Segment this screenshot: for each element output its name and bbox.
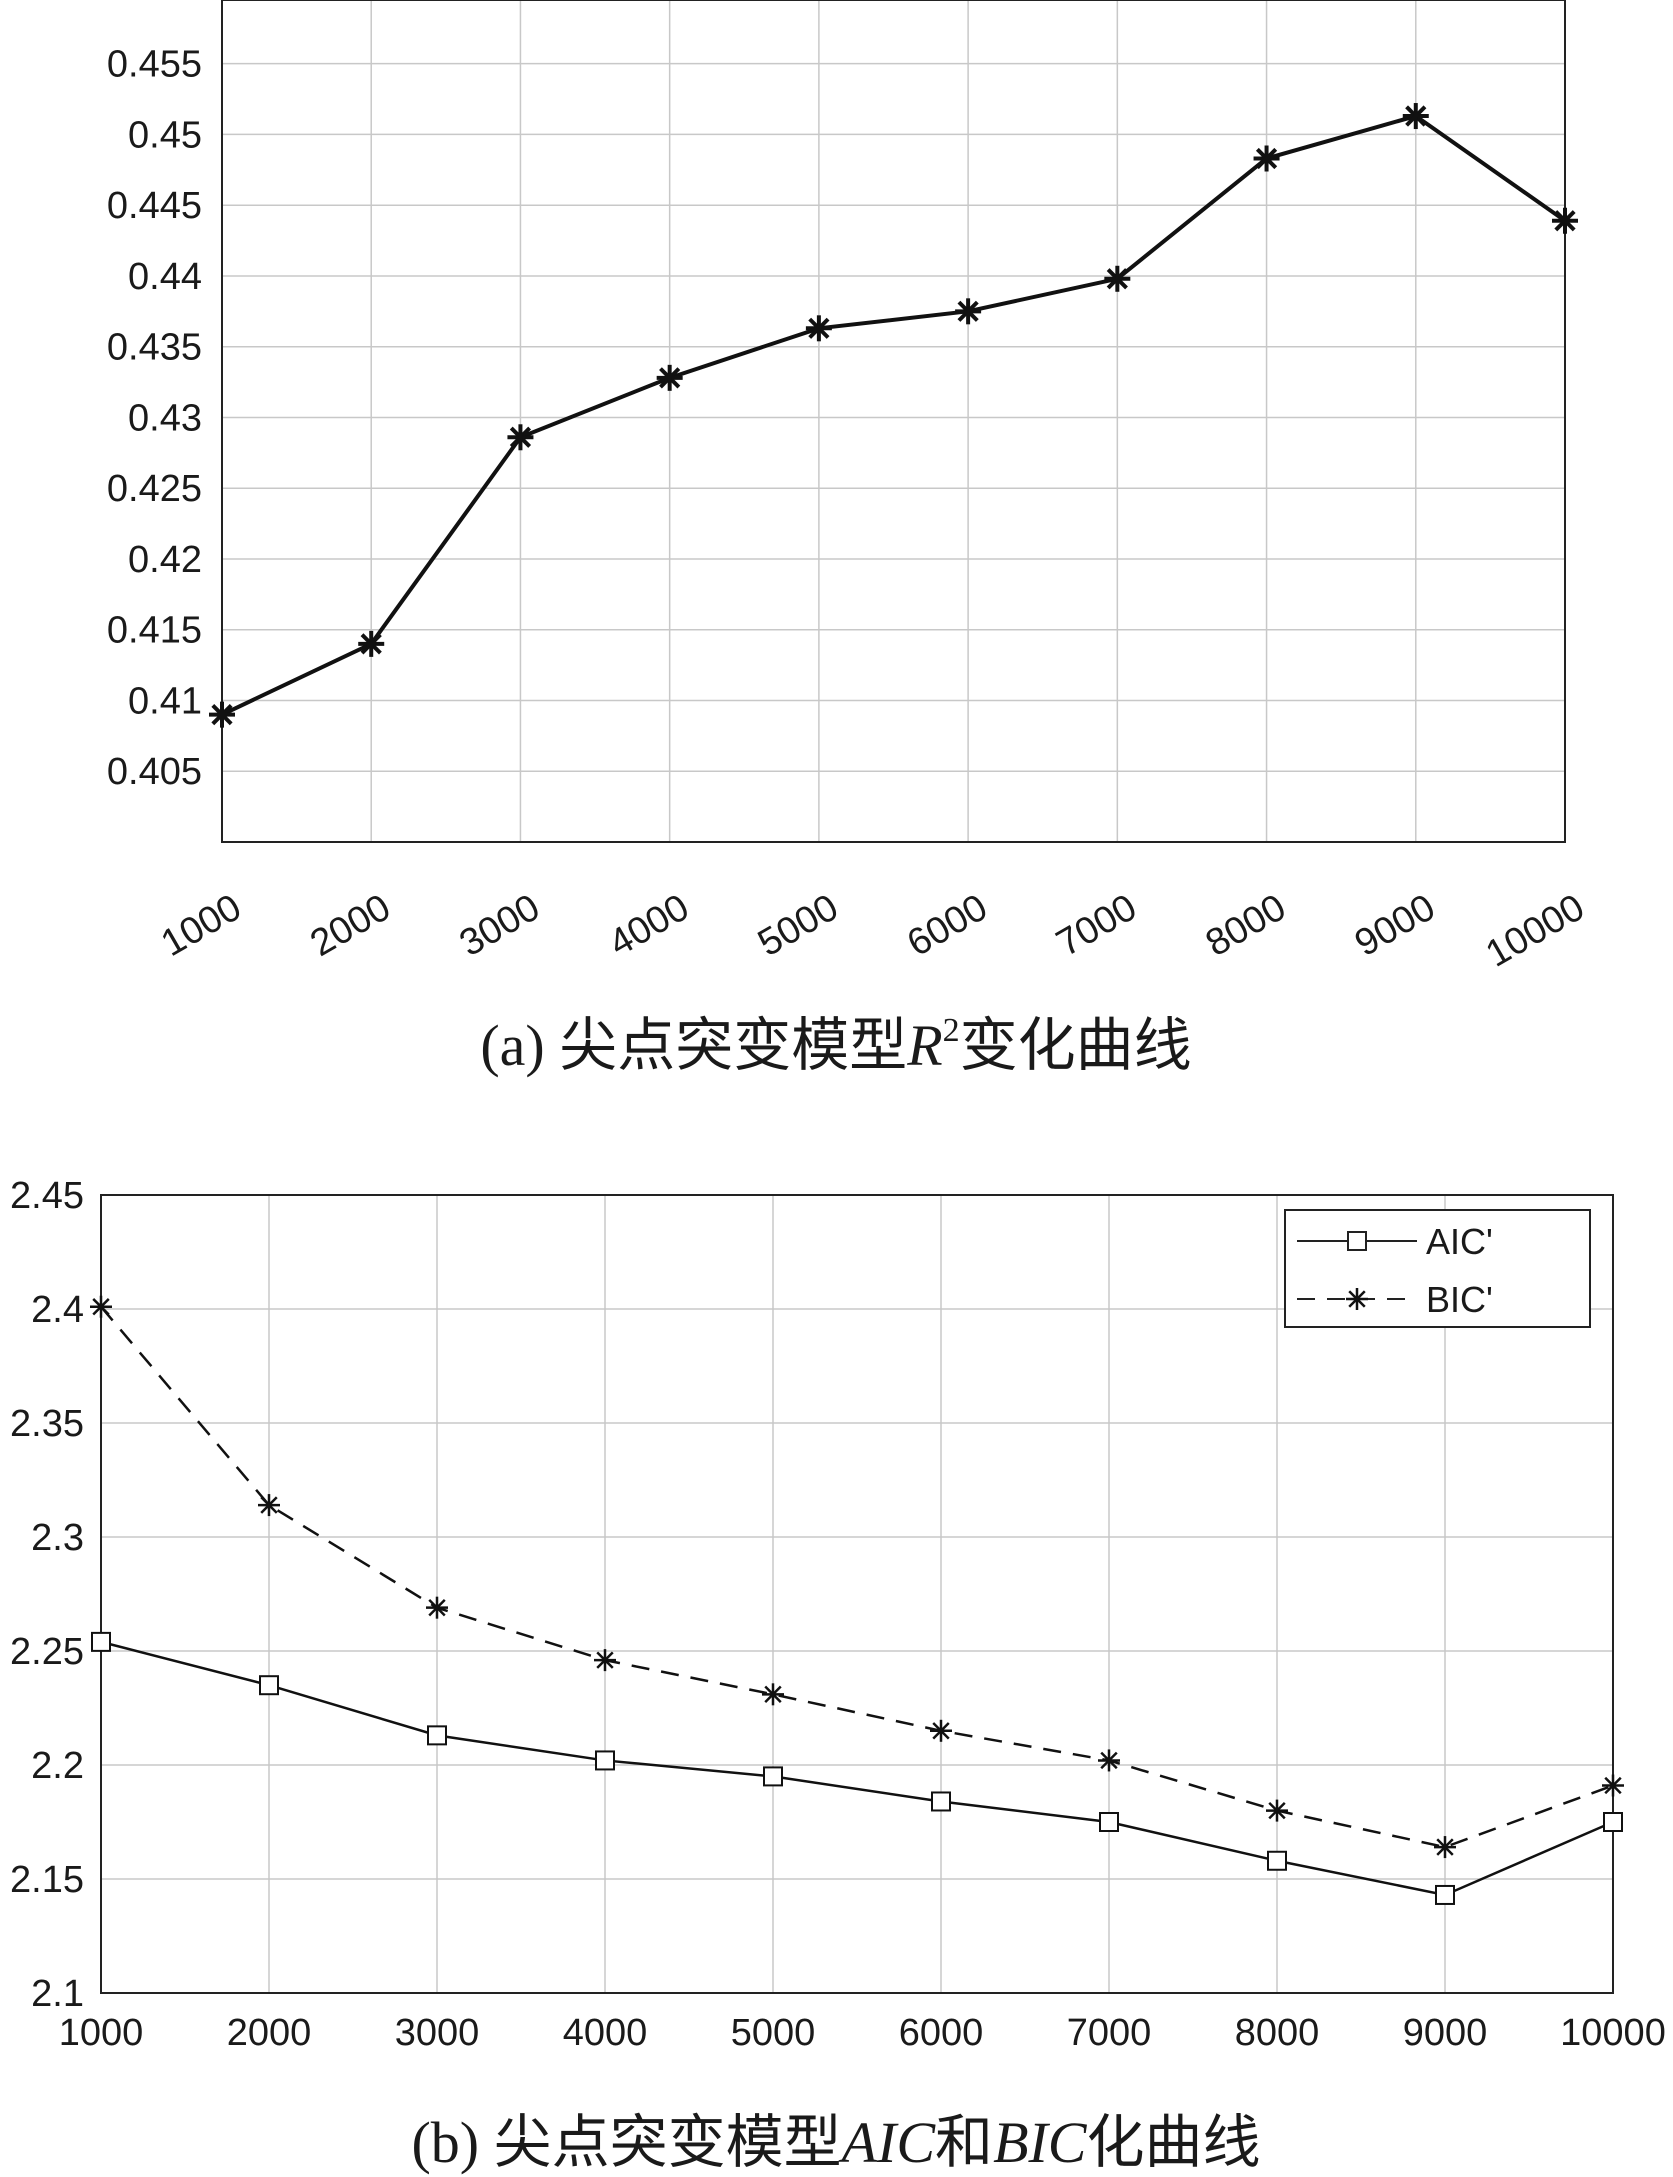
- chart-a-series-point: [1552, 207, 1578, 234]
- chart-b-y-tick-label: 2.45: [10, 1175, 84, 1217]
- chart-b-bic-point: [1266, 1799, 1288, 1822]
- chart-a-series-point: [656, 364, 683, 391]
- chart-b-aic-point: [259, 1675, 279, 1696]
- chart-a-series-point: [507, 424, 534, 451]
- chart-b-x-tick-label: 10000: [1560, 2012, 1666, 2054]
- chart-b-legend: AIC' BIC': [1284, 1209, 1591, 1328]
- chart-b-bic-point: [1434, 1836, 1456, 1859]
- chart-b-aic-point: [763, 1766, 783, 1787]
- chart-b-y-tick-label: 2.25: [10, 1631, 84, 1673]
- chart-b-aic-point: [1603, 1812, 1623, 1832]
- chart-a-series-line: [221, 113, 1567, 717]
- chart-b-aic-point: [1267, 1850, 1287, 1871]
- chart-a-x-tick-label: 7000: [1050, 886, 1144, 965]
- chart-b-x-tick-label: 7000: [1067, 2012, 1152, 2054]
- legend-bic-marker: [1346, 1288, 1368, 1310]
- chart-b-x-tick-label: 9000: [1403, 2012, 1488, 2054]
- chart-a-y-tick-label: 0.415: [107, 610, 202, 652]
- chart-b-bic-point: [1602, 1774, 1624, 1797]
- chart-b-y-tick-label: 2.2: [31, 1745, 84, 1787]
- chart-b-grid: [101, 1195, 1613, 1993]
- chart-b-bic-point: [258, 1494, 280, 1517]
- chart-b-series: [90, 1295, 1624, 1905]
- chart-a-x-tick-label: 1000: [154, 886, 248, 965]
- chart-b-bic-point: [90, 1295, 112, 1318]
- chart-b-bic-point: [762, 1683, 784, 1706]
- chart-a-y-tick-label: 0.405: [107, 751, 202, 793]
- chart-a-series-point: [358, 630, 385, 657]
- chart-a-grid: [222, 0, 1565, 842]
- chart-b-y-tick-label: 2.35: [10, 1403, 84, 1445]
- chart-b-bic-line: [100, 1305, 1614, 1849]
- chart-a-y-tick-label: 0.44: [128, 256, 202, 298]
- chart-b-aic-point: [91, 1631, 111, 1652]
- chart-a-series: [209, 103, 1578, 728]
- legend-bic-label: BIC': [1426, 1279, 1493, 1320]
- chart-b-aic-point: [1435, 1884, 1455, 1905]
- chart-b-x-tick-label: 1000: [59, 2012, 144, 2054]
- chart-a-x-tick-label: 6000: [900, 886, 994, 965]
- chart-a-series-point: [1402, 103, 1429, 130]
- legend-box: [1284, 1209, 1591, 1328]
- chart-a-y-ticks: 0.405 0.41 0.415 0.42 0.425 0.43 0.435 0.44 0.44…: [107, 44, 202, 794]
- chart-a-y-tick-label: 0.41: [128, 680, 202, 722]
- chart-b-bic-point: [930, 1719, 952, 1742]
- chart-a-y-tick-label: 0.45: [128, 114, 202, 156]
- chart-b: 2.1 2.15 2.2 2.25 2.3 2.35 2.4 2.45 1000 2000 300…: [10, 1175, 1666, 2175]
- chart-b-plot-frame: [100, 1194, 1614, 1994]
- legend-aic-marker: [1347, 1231, 1367, 1251]
- chart-a-y-tick-label: 0.445: [107, 185, 202, 227]
- chart-a-series-point: [805, 315, 832, 342]
- chart-a-x-tick-label: 4000: [602, 886, 696, 965]
- chart-b-bic-point: [426, 1596, 448, 1619]
- chart-a-y-tick-label: 0.425: [107, 468, 202, 510]
- chart-a-series-point: [209, 701, 235, 728]
- chart-a-series-point: [955, 298, 982, 325]
- chart-b-x-tick-label: 4000: [563, 2012, 648, 2054]
- chart-a-x-tick-label: 3000: [453, 886, 547, 965]
- chart-a-y-tick-label: 0.435: [107, 327, 202, 369]
- chart-b-x-ticks: 1000 2000 3000 4000 5000 6000 7000 8000 9000 1000…: [59, 2012, 1666, 2054]
- chart-b-bic-point: [594, 1649, 616, 1672]
- chart-b-aic-line: [100, 1640, 1614, 1897]
- chart-b-x-tick-label: 8000: [1235, 2012, 1320, 2054]
- chart-b-aic-point: [931, 1791, 951, 1812]
- chart-b-y-tick-label: 2.15: [10, 1859, 84, 1901]
- chart-a-plot-frame: [221, 0, 1566, 843]
- chart-b-y-tick-label: 2.1: [31, 1973, 84, 2015]
- chart-a-series-point: [1104, 265, 1131, 292]
- legend-bic-asterisk: [1346, 1288, 1368, 1310]
- chart-a-series-point: [1253, 145, 1280, 172]
- legend-aic-label: AIC': [1426, 1221, 1493, 1262]
- chart-b-aic-point: [1099, 1812, 1119, 1832]
- chart-a-x-tick-label: 9000: [1348, 886, 1442, 965]
- chart-a-y-tick-label: 0.43: [128, 397, 202, 439]
- chart-b-bic-point: [1098, 1749, 1120, 1772]
- chart-b-x-tick-label: 5000: [731, 2012, 816, 2054]
- chart-b-aic-point: [595, 1750, 615, 1771]
- chart-a-x-ticks: 1000 2000 3000 4000 5000 6000 7000 8000 9000 1000…: [154, 886, 1591, 975]
- chart-a-x-tick-label: 2000: [304, 886, 398, 965]
- chart-a-x-tick-label: 8000: [1199, 886, 1293, 965]
- chart-b-x-tick-label: 3000: [395, 2012, 480, 2054]
- chart-a-x-tick-label: 10000: [1479, 886, 1592, 975]
- chart-a-y-tick-label: 0.42: [128, 539, 202, 581]
- chart-a: 0.405 0.41 0.415 0.42 0.425 0.43 0.435 0.44 0.44…: [107, 0, 1592, 1078]
- chart-a-caption: (a) 尖点突变模型R2变化曲线: [480, 1012, 1191, 1078]
- chart-b-x-tick-label: 6000: [899, 2012, 984, 2054]
- chart-b-x-tick-label: 2000: [227, 2012, 312, 2054]
- chart-b-caption: (b) 尖点突变模型AIC和BIC化曲线: [411, 2110, 1260, 2175]
- chart-a-x-tick-label: 5000: [751, 886, 845, 965]
- chart-a-y-tick-label: 0.455: [107, 44, 202, 86]
- chart-b-aic-point: [427, 1725, 447, 1746]
- chart-b-y-tick-label: 2.3: [31, 1517, 84, 1559]
- chart-b-y-tick-label: 2.4: [31, 1289, 84, 1331]
- chart-b-y-ticks: 2.1 2.15 2.2 2.25 2.3 2.35 2.4 2.45: [10, 1175, 84, 2015]
